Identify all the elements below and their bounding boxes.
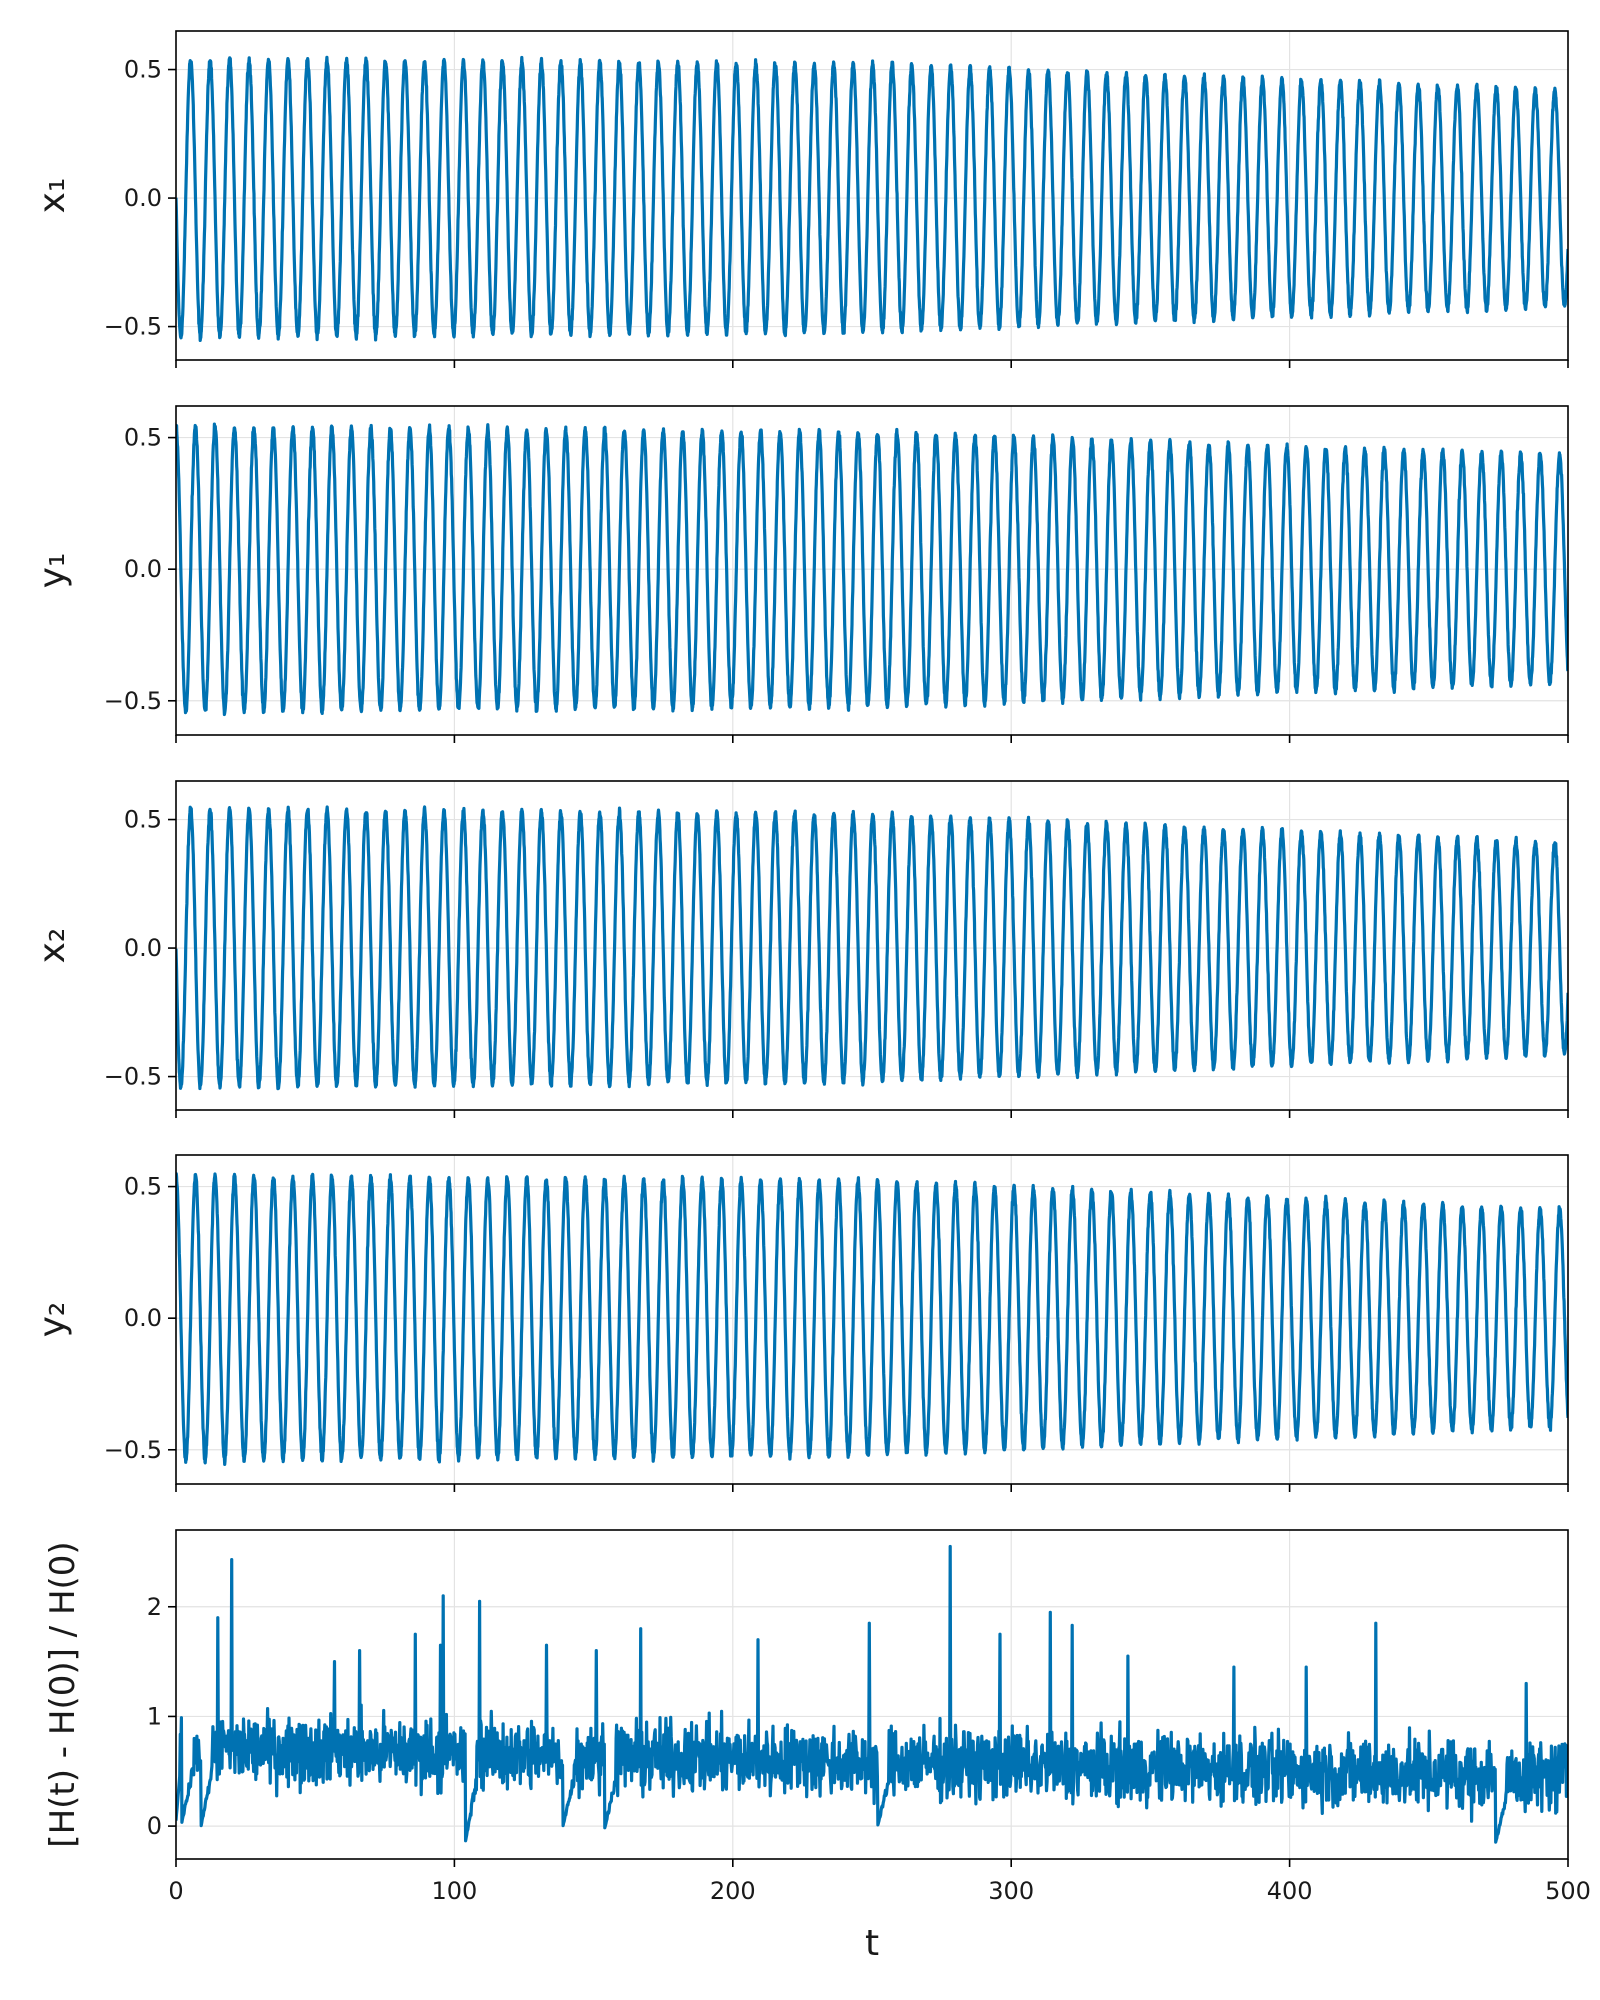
panels: −0.50.00.5x₁−0.50.00.5y₁−0.50.00.5x₂−0.5…	[32, 30, 1591, 1964]
y-tick-label: 1	[147, 1702, 162, 1730]
y-axis-label: y₂	[32, 1302, 73, 1338]
y-tick-label: 0.5	[124, 56, 162, 84]
series-line	[176, 1544, 1568, 1844]
y-tick-label: −0.5	[104, 1063, 162, 1091]
y-axis-label: x₂	[32, 928, 73, 964]
x-axis-label: t	[865, 1923, 879, 1964]
y-tick-label: −0.5	[104, 687, 162, 715]
plot-frame	[175, 30, 1569, 361]
y-tick-label: −0.5	[104, 1436, 162, 1464]
x-tick-label: 500	[1545, 1877, 1591, 1905]
x-tick-label: 200	[710, 1877, 756, 1905]
y-axis-label: x₁	[32, 178, 73, 214]
series-line	[176, 805, 1568, 1091]
y-tick-label: 0.5	[124, 424, 162, 452]
y-tick-label: 0.0	[124, 934, 162, 962]
series-line	[176, 422, 1568, 717]
y-tick-label: 0.0	[124, 184, 162, 212]
y-tick-label: 0	[147, 1812, 162, 1840]
series-line	[176, 1172, 1568, 1466]
panel-3: −0.5 0.0 0.5 x₂	[32, 780, 1569, 1118]
plot-frame	[175, 780, 1569, 1111]
y-tick-label: 0.0	[124, 1304, 162, 1332]
y-tick-label: 0.0	[124, 555, 162, 583]
panel-2: −0.5 0.0 0.5 y₁	[32, 405, 1569, 743]
plot-frame	[175, 405, 1569, 736]
x-tick-label: 100	[431, 1877, 477, 1905]
y-axis-label: [H(t) - H(0)] / H(0)	[43, 1541, 83, 1847]
panel-5: 0 1 2 0 100 200 300 400 500 [H(t) - H(0)] / H(0) t	[43, 1529, 1591, 1964]
y-axis-label: y₁	[32, 553, 73, 589]
y-tick-label: 2	[147, 1593, 162, 1621]
x-tick-label: 400	[1267, 1877, 1313, 1905]
series-line	[176, 55, 1568, 342]
x-tick-label: 0	[168, 1877, 183, 1905]
y-tick-label: −0.5	[104, 313, 162, 341]
panel-4: −0.5 0.0 0.5 y₂	[32, 1154, 1569, 1492]
plot-frame	[175, 1529, 1569, 1860]
y-tick-label: 0.5	[124, 1173, 162, 1201]
y-tick-label: 0.5	[124, 806, 162, 834]
panel-1: −0.5 0.0 0.5 x₁	[32, 30, 1569, 368]
x-tick-label: 300	[988, 1877, 1034, 1905]
plot-frame	[175, 1154, 1569, 1485]
